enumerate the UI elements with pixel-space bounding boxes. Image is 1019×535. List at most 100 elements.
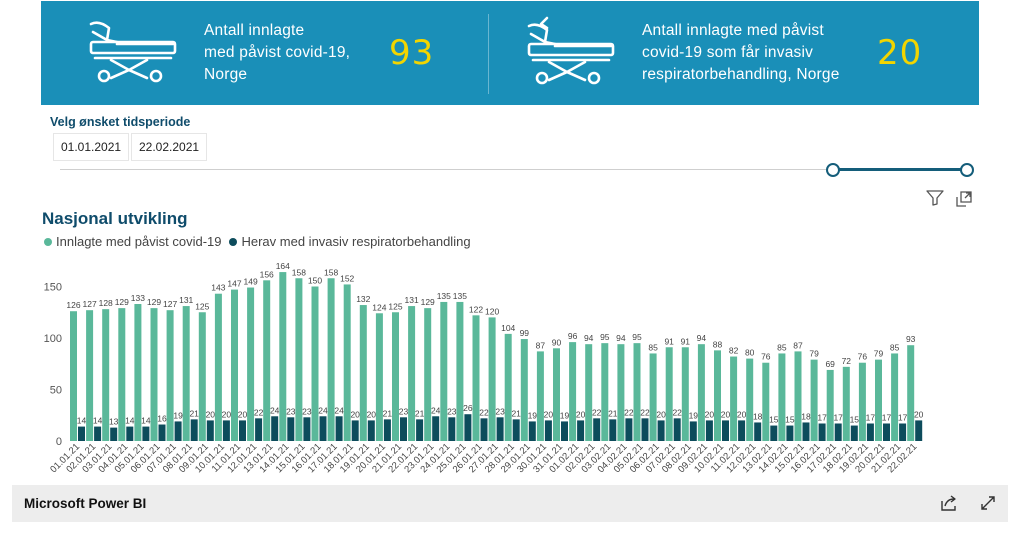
data-label-admitted: 149 xyxy=(244,277,258,287)
data-label-admitted: 91 xyxy=(664,336,674,346)
bar-admitted xyxy=(424,308,432,441)
kpi-banner: Antall innlagte med påvist covid-19, Nor… xyxy=(41,1,979,105)
chart-legend: Innlagte med påvist covid-19 Herav med i… xyxy=(44,234,471,249)
bar-ventilator xyxy=(416,419,424,441)
bar-ventilator xyxy=(126,426,134,441)
kpi-card-ventilator[interactable]: Antall innlagte med påvist covid-19 som … xyxy=(489,1,979,105)
data-label-ventilator: 19 xyxy=(689,410,699,420)
bar-ventilator xyxy=(351,420,359,441)
bar-admitted xyxy=(891,353,899,441)
powerbi-brand-label[interactable]: Microsoft Power BI xyxy=(24,496,147,511)
filter-icon[interactable] xyxy=(926,190,944,206)
legend-label-ventilator: Herav med invasiv respiratorbehandling xyxy=(241,234,471,249)
data-label-ventilator: 14 xyxy=(125,416,135,426)
data-label-ventilator: 14 xyxy=(141,416,151,426)
data-label-ventilator: 23 xyxy=(495,406,505,416)
hospital-bed-ventilator-icon xyxy=(527,16,615,85)
end-date-input[interactable]: 22.02.2021 xyxy=(131,133,208,161)
slider-end-handle[interactable] xyxy=(960,163,974,177)
legend-item-admitted[interactable]: Innlagte med påvist covid-19 xyxy=(44,234,221,249)
data-label-ventilator: 17 xyxy=(817,412,827,422)
period-slider-range[interactable] xyxy=(832,168,966,171)
slider-start-handle[interactable] xyxy=(826,163,840,177)
data-label-ventilator: 18 xyxy=(753,411,763,421)
focus-mode-icon[interactable] xyxy=(956,191,972,207)
bar-ventilator xyxy=(464,414,472,441)
bar-ventilator xyxy=(802,422,810,441)
bar-admitted xyxy=(488,317,496,441)
data-label-admitted: 88 xyxy=(713,339,723,349)
data-label-admitted: 96 xyxy=(568,331,578,341)
bar-admitted xyxy=(118,308,126,441)
bar-ventilator xyxy=(303,417,311,441)
data-label-admitted: 94 xyxy=(584,333,594,343)
kpi-card-admitted[interactable]: Antall innlagte med påvist covid-19, Nor… xyxy=(41,1,488,105)
bar-ventilator xyxy=(190,419,198,441)
data-label-admitted: 135 xyxy=(437,291,451,301)
bar-admitted xyxy=(826,369,834,441)
data-label-admitted: 94 xyxy=(616,333,626,343)
share-icon[interactable] xyxy=(940,495,958,511)
bar-ventilator xyxy=(738,420,746,441)
bar-ventilator xyxy=(528,421,536,441)
bar-admitted xyxy=(504,333,512,441)
data-label-ventilator: 22 xyxy=(254,407,264,417)
data-label-ventilator: 20 xyxy=(721,409,731,419)
data-label-ventilator: 23 xyxy=(399,406,409,416)
data-label-ventilator: 20 xyxy=(544,409,554,419)
data-label-ventilator: 20 xyxy=(367,409,377,419)
data-label-ventilator: 22 xyxy=(640,407,650,417)
bar-ventilator xyxy=(915,420,923,441)
data-label-ventilator: 22 xyxy=(592,407,602,417)
data-label-ventilator: 23 xyxy=(302,406,312,416)
bar-ventilator xyxy=(496,417,504,441)
data-label-ventilator: 15 xyxy=(850,415,860,425)
data-label-ventilator: 20 xyxy=(705,409,715,419)
fullscreen-icon[interactable] xyxy=(980,495,996,511)
bar-admitted xyxy=(150,308,158,441)
bar-admitted xyxy=(649,353,657,441)
bar-admitted xyxy=(343,284,351,441)
data-label-ventilator: 21 xyxy=(415,408,425,418)
data-label-ventilator: 14 xyxy=(77,416,87,426)
data-label-ventilator: 15 xyxy=(769,415,779,425)
bar-admitted xyxy=(553,348,560,441)
data-label-admitted: 152 xyxy=(340,273,354,283)
legend-item-ventilator[interactable]: Herav med invasiv respiratorbehandling xyxy=(229,234,471,249)
bar-admitted xyxy=(633,343,641,441)
bar-admitted xyxy=(456,301,464,441)
data-label-ventilator: 20 xyxy=(206,409,216,419)
data-label-admitted: 150 xyxy=(308,276,322,286)
data-label-admitted: 158 xyxy=(324,267,338,277)
data-label-ventilator: 17 xyxy=(833,412,843,422)
bar-ventilator xyxy=(142,426,150,441)
bar-ventilator xyxy=(561,421,568,441)
bar-chart: 0501001501261401.01.211271402.01.2112813… xyxy=(44,261,924,475)
data-label-admitted: 120 xyxy=(485,306,499,316)
start-date-input[interactable]: 01.01.2021 xyxy=(53,133,130,161)
legend-label-admitted: Innlagte med påvist covid-19 xyxy=(56,234,222,249)
bar-ventilator xyxy=(770,425,778,441)
bar-ventilator xyxy=(255,418,263,441)
data-label-ventilator: 22 xyxy=(672,407,682,417)
period-slider-track[interactable] xyxy=(60,169,832,170)
bar-admitted xyxy=(359,305,367,441)
bar-ventilator xyxy=(641,418,649,441)
bar-admitted xyxy=(778,353,786,441)
bar-admitted xyxy=(166,310,174,441)
data-label-ventilator: 22 xyxy=(624,407,634,417)
bar-ventilator xyxy=(786,425,794,441)
bar-admitted xyxy=(601,343,609,441)
bar-ventilator xyxy=(673,418,681,441)
data-label-admitted: 129 xyxy=(115,297,129,307)
bar-admitted xyxy=(134,304,142,441)
bar-admitted xyxy=(327,278,335,441)
bar-admitted xyxy=(875,359,882,441)
bar-ventilator xyxy=(818,423,826,441)
data-label-admitted: 143 xyxy=(211,283,225,293)
bar-ventilator xyxy=(625,418,633,441)
bar-ventilator xyxy=(448,417,456,441)
data-label-admitted: 87 xyxy=(793,340,803,350)
bar-ventilator xyxy=(722,420,729,441)
bar-ventilator xyxy=(222,420,230,441)
